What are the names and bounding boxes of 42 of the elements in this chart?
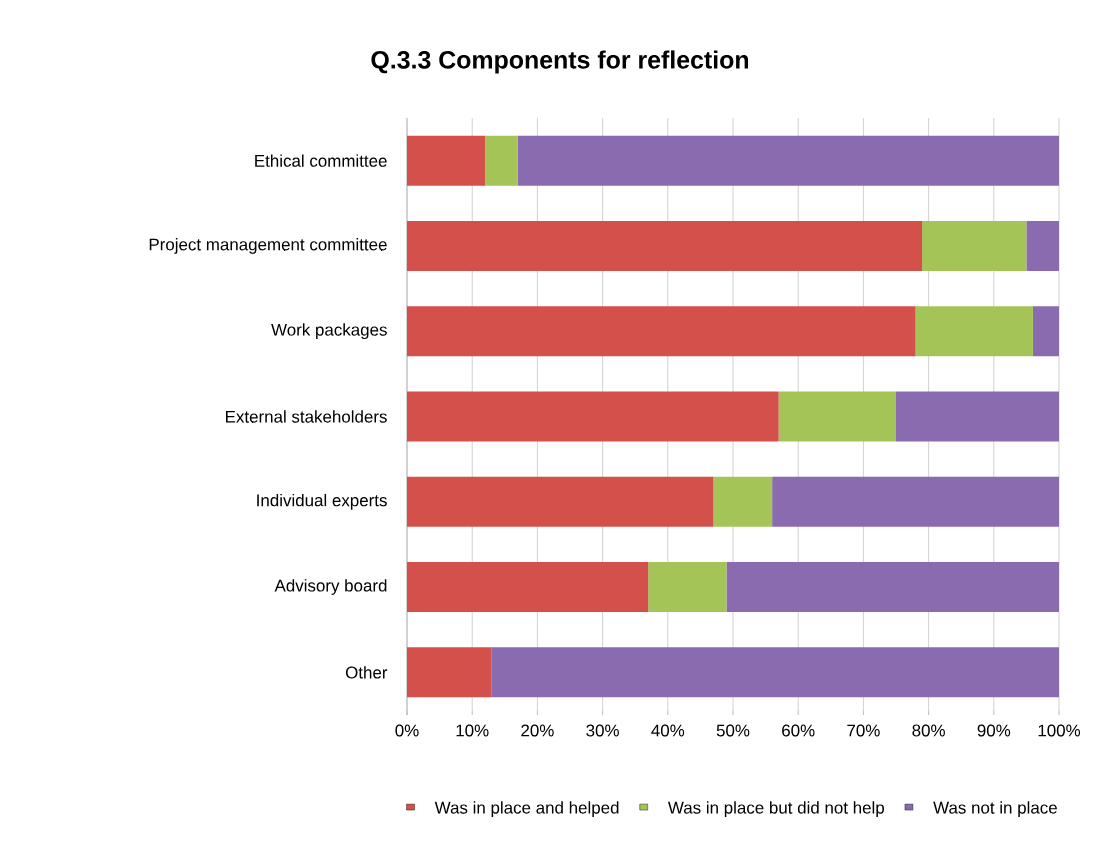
- chart-title: Q.3.3 Components for reflection: [371, 50, 749, 74]
- bar: [778, 391, 897, 442]
- x-tick-label: 0%: [395, 724, 419, 737]
- bar: [915, 306, 1033, 357]
- bar: [407, 562, 649, 613]
- bar: [407, 306, 916, 357]
- bar: [491, 647, 1060, 698]
- y-tick-label: External stakeholders: [226, 410, 387, 423]
- bar: [1032, 306, 1060, 357]
- bar: [517, 135, 1060, 186]
- x-tick-label: 10%: [456, 724, 489, 737]
- legend-label: Was in place and helped: [434, 801, 619, 818]
- bar: [1026, 220, 1060, 271]
- y-tick-label: Work packages: [271, 323, 387, 340]
- bar: [485, 135, 518, 186]
- bar: [713, 476, 773, 527]
- x-tick-label: 100%: [1038, 724, 1081, 737]
- bar: [896, 391, 1060, 442]
- y-tick-label: Other: [345, 666, 388, 679]
- bar: [407, 647, 492, 698]
- bar: [407, 391, 779, 442]
- bar: [726, 562, 1060, 613]
- x-tick-label: 70%: [847, 724, 880, 737]
- x-tick-label: 30%: [586, 724, 619, 737]
- x-tick-label: 20%: [521, 724, 554, 737]
- bar: [407, 476, 714, 527]
- y-tick-label: Project management committee: [149, 238, 387, 254]
- bar: [922, 220, 1027, 271]
- x-tick-label: 90%: [977, 724, 1011, 737]
- y-tick-label: Ethical committee: [255, 154, 387, 167]
- x-tick-label: 60%: [782, 724, 815, 737]
- bar: [772, 476, 1060, 527]
- y-tick-label: Advisory board: [274, 579, 387, 595]
- x-tick-label: 80%: [912, 724, 945, 737]
- y-tick-label: Individual experts: [257, 493, 387, 510]
- bar: [407, 220, 923, 271]
- bar: [648, 562, 727, 613]
- legend-label: Was not in place: [933, 801, 1057, 818]
- bar: [407, 135, 486, 186]
- legend-label: Was in place but did not help: [667, 801, 884, 818]
- x-tick-label: 50%: [716, 724, 750, 737]
- x-tick-label: 40%: [651, 724, 685, 737]
